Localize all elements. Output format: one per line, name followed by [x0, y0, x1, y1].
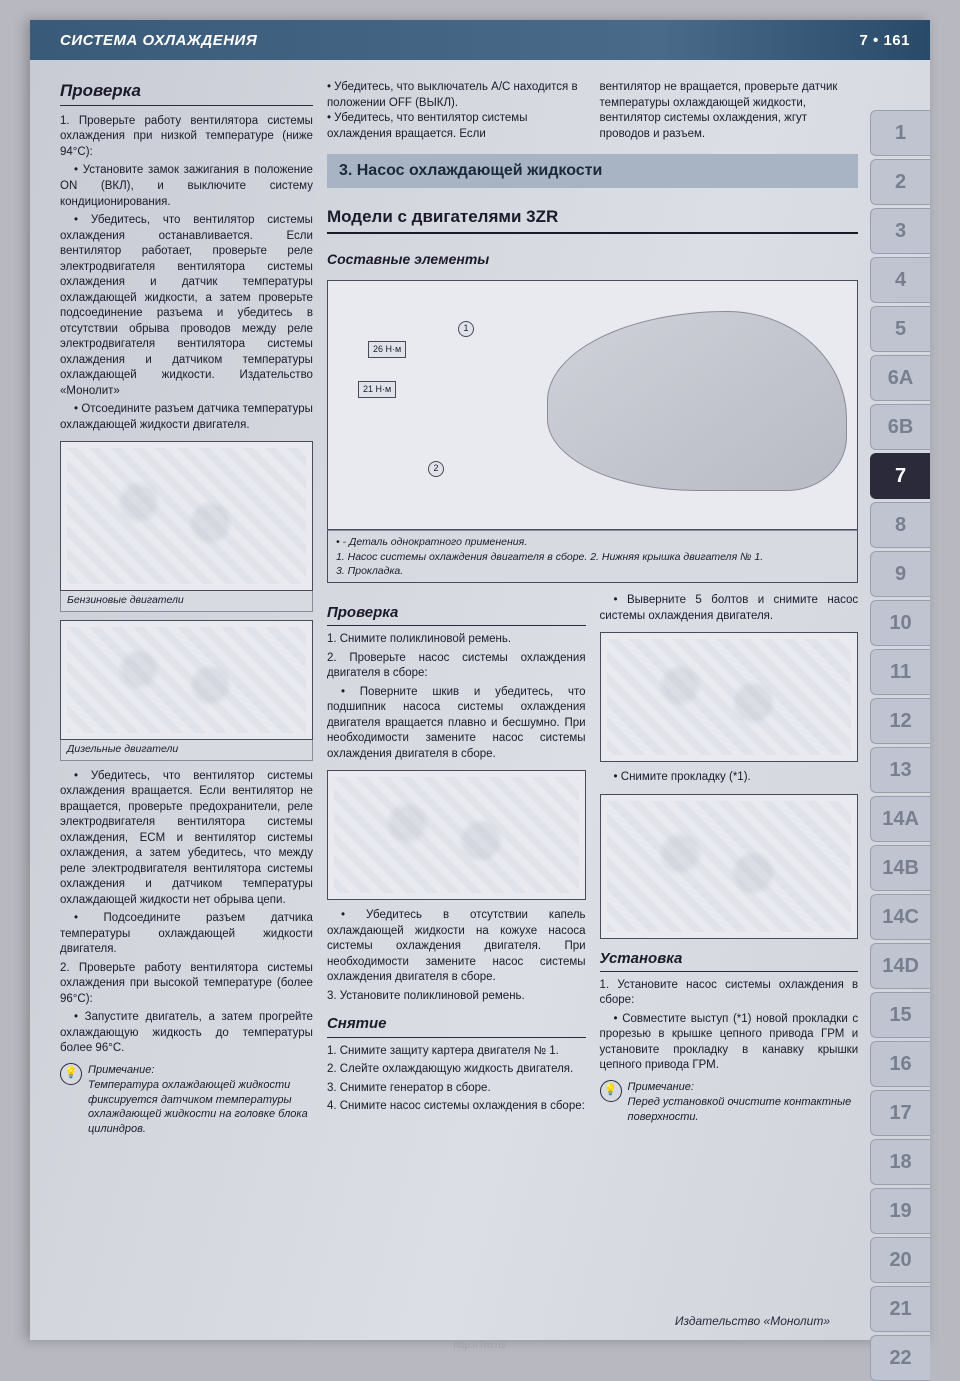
body-text: 3. Снимите генератор в сборе. [327, 1081, 586, 1097]
subheading: Модели с двигателями 3ZR [327, 206, 858, 234]
torque-label: 21 Н·м [358, 381, 396, 397]
body-text: • Совместите выступ (*1) новой прокладки… [600, 1012, 859, 1074]
body-text: • Выверните 5 болтов и снимите насос сис… [600, 593, 859, 624]
chapter-tab-14D[interactable]: 14D [870, 943, 930, 989]
chapter-tab-14C[interactable]: 14C [870, 894, 930, 940]
body-text: вентилятор не вращается, проверьте датчи… [600, 80, 859, 142]
chapter-tab-6B[interactable]: 6B [870, 404, 930, 450]
body-text: • Убедитесь, что вентилятор системы охла… [60, 213, 313, 399]
column-2-top: • Убедитесь, что выключатель A/C находит… [327, 80, 586, 142]
body-text: 4. Снимите насос системы охлаждения в сб… [327, 1099, 586, 1115]
chapter-tab-13[interactable]: 13 [870, 747, 930, 793]
chapter-tab-18[interactable]: 18 [870, 1139, 930, 1185]
body-text: 1. Снимите защиту картера двигателя № 1. [327, 1044, 586, 1060]
figure-caption: Дизельные двигатели [60, 740, 313, 761]
chapter-tab-4[interactable]: 4 [870, 257, 930, 303]
figure-diesel-engines [60, 620, 313, 740]
chapter-tab-8[interactable]: 8 [870, 502, 930, 548]
chapter-tab-1[interactable]: 1 [870, 110, 930, 156]
watermark: http://?m.ru/ [453, 1340, 506, 1351]
figure-gasoline-engines [60, 441, 313, 591]
body-text: 2. Проверьте работу вентилятора системы … [60, 961, 313, 1008]
body-text: • Убедитесь, что вентилятор системы охла… [327, 111, 586, 142]
chapter-tab-6A[interactable]: 6A [870, 355, 930, 401]
body-text: 3. Установите поликлиновой ремень. [327, 989, 586, 1005]
text-columns: Проверка 1. Проверьте работу вентилятора… [60, 80, 858, 1381]
figure-gasket [600, 794, 859, 939]
note-block: 💡 Примечание: Перед установкой очистите … [600, 1080, 859, 1125]
subheading2: Составные элементы [327, 250, 858, 269]
heading-removal: Снятие [327, 1014, 586, 1037]
figure-caption: Бензиновые двигатели [60, 591, 313, 612]
chapter-tab-16[interactable]: 16 [870, 1041, 930, 1087]
column-2-bottom: Проверка 1. Снимите поликлиновой ремень.… [327, 593, 586, 1130]
bottom-row: Проверка 1. Снимите поликлиновой ремень.… [327, 593, 858, 1130]
body-text: • Убедитесь, что вентилятор системы охла… [60, 769, 313, 909]
body-text: 2. Слейте охлаждающую жидкость двигателя… [327, 1062, 586, 1078]
header-bar: СИСТЕМА ОХЛАЖДЕНИЯ 7 • 161 [30, 20, 930, 60]
chapter-tab-17[interactable]: 17 [870, 1090, 930, 1136]
chapter-tab-14A[interactable]: 14A [870, 796, 930, 842]
publisher-footer: Издательство «Монолит» [675, 1314, 830, 1328]
body-text: 2. Проверьте насос системы охлаждения дв… [327, 651, 586, 682]
chapter-tab-5[interactable]: 5 [870, 306, 930, 352]
figure-components: 26 Н·м 21 Н·м 1 2 [327, 280, 858, 530]
page-number: 7 • 161 [860, 32, 910, 49]
heading-check: Проверка [60, 80, 313, 106]
figure-pump-bolts [600, 632, 859, 762]
column-right-block: • Убедитесь, что выключатель A/C находит… [327, 80, 858, 1381]
body-text: • Запустите двигатель, а затем прогрейте… [60, 1010, 313, 1057]
body-text: • Убедитесь, что выключатель A/C находит… [327, 80, 586, 111]
chapter-tab-22[interactable]: 22 [870, 1335, 930, 1381]
body-text: • Подсоедините разъем датчика температур… [60, 911, 313, 958]
body-text: • Поверните шкив и убедитесь, что подшип… [327, 685, 586, 763]
figure-caption: • - Деталь однократного применения. 1. Н… [327, 530, 858, 583]
header-title: СИСТЕМА ОХЛАЖДЕНИЯ [60, 32, 257, 49]
body-text: • Убедитесь в отсутствии капель охлаждаю… [327, 908, 586, 986]
lightbulb-icon: 💡 [60, 1063, 82, 1085]
body-text: • Снимите прокладку (*1). [600, 770, 859, 786]
note-content: Примечание: Перед установкой очистите ко… [628, 1080, 859, 1125]
note-block: 💡 Примечание: Температура охлаждающей жи… [60, 1063, 313, 1137]
callout-1: 1 [458, 321, 474, 337]
body-text: 1. Снимите поликлиновой ремень. [327, 632, 586, 648]
chapter-tab-11[interactable]: 11 [870, 649, 930, 695]
chapter-tab-19[interactable]: 19 [870, 1188, 930, 1234]
torque-label: 26 Н·м [368, 341, 406, 357]
chapter-tab-9[interactable]: 9 [870, 551, 930, 597]
chapter-tab-20[interactable]: 20 [870, 1237, 930, 1283]
car-illustration [547, 311, 847, 491]
chapter-tab-3[interactable]: 3 [870, 208, 930, 254]
lightbulb-icon: 💡 [600, 1080, 622, 1102]
callout-2: 2 [428, 461, 444, 477]
top-row: • Убедитесь, что выключатель A/C находит… [327, 80, 858, 142]
column-3-top: вентилятор не вращается, проверьте датчи… [600, 80, 859, 142]
figure-pulley-check [327, 770, 586, 900]
manual-page: СИСТЕМА ОХЛАЖДЕНИЯ 7 • 161 Проверка 1. П… [30, 20, 930, 1340]
section-heading: 3. Насос охлаждающей жидкости [327, 154, 858, 188]
chapter-tabs: 123456A6B7891011121314A14B14C14D15161718… [870, 80, 930, 1381]
body-text: • Отсоедините разъем датчика температуры… [60, 402, 313, 433]
chapter-tab-7[interactable]: 7 [870, 453, 930, 499]
column-1: Проверка 1. Проверьте работу вентилятора… [60, 80, 313, 1381]
body-text: 1. Установите насос системы охлаждения в… [600, 978, 859, 1009]
body-text: • Установите замок зажигания в положение… [60, 163, 313, 210]
column-3-bottom: • Выверните 5 болтов и снимите насос сис… [600, 593, 859, 1130]
chapter-tab-2[interactable]: 2 [870, 159, 930, 205]
chapter-tab-12[interactable]: 12 [870, 698, 930, 744]
chapter-tab-10[interactable]: 10 [870, 600, 930, 646]
heading-install: Установка [600, 949, 859, 972]
chapter-tab-15[interactable]: 15 [870, 992, 930, 1038]
heading-check2: Проверка [327, 603, 586, 626]
note-content: Примечание: Температура охлаждающей жидк… [88, 1063, 313, 1137]
content-area: Проверка 1. Проверьте работу вентилятора… [30, 60, 930, 1381]
chapter-tab-14B[interactable]: 14B [870, 845, 930, 891]
body-text: 1. Проверьте работу вентилятора системы … [60, 114, 313, 161]
chapter-tab-21[interactable]: 21 [870, 1286, 930, 1332]
